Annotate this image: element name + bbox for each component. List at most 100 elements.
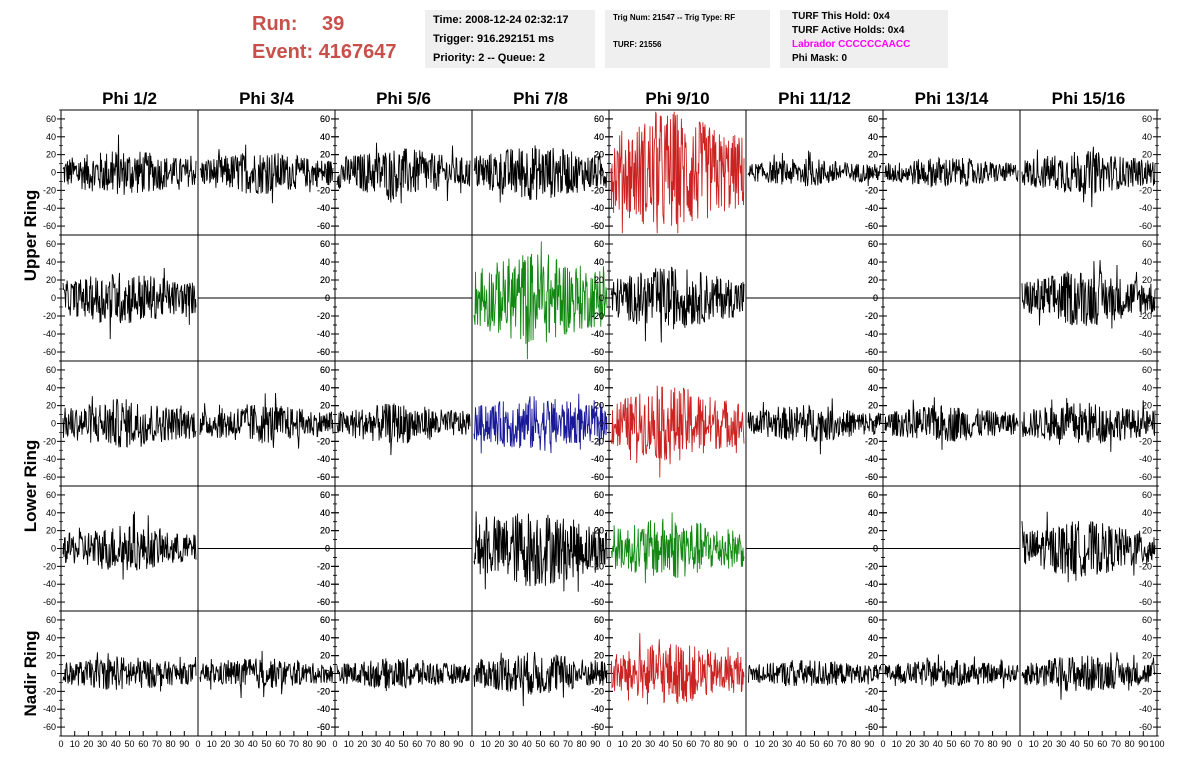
x-tick-label: 20 [494,739,504,749]
y-tick-label: 20 [320,651,330,661]
y-tick-label: 20 [320,275,330,285]
time-info-box: Time: 2008-12-24 02:32:17 Trigger: 916.2… [425,10,595,68]
y-tick-label: -60 [43,722,56,732]
y-tick-label: -20 [1139,311,1152,321]
ring-label: Nadir Ring [21,631,40,717]
x-tick-label: 70 [563,739,573,749]
y-tick-label: -20 [317,185,330,195]
x-tick-label: 50 [124,739,134,749]
x-tick-label: 100 [1149,739,1164,749]
y-tick-label: -60 [317,347,330,357]
y-tick-label: 20 [46,651,56,661]
y-tick-label: -20 [1139,185,1152,195]
x-tick-label: 80 [440,739,450,749]
y-tick-label: 60 [868,239,878,249]
x-tick-label: 60 [549,739,559,749]
ring-label: Upper Ring [21,190,40,282]
y-tick-label: 60 [1142,239,1152,249]
x-tick-label: 40 [796,739,806,749]
y-tick-label: 0 [599,544,604,554]
y-tick-label: -60 [317,472,330,482]
x-tick-label: 40 [659,739,669,749]
y-tick-label: -40 [591,454,604,464]
y-tick-label: -20 [865,185,878,195]
waveform-trace [473,241,608,360]
y-tick-label: 60 [594,615,604,625]
x-tick-label: 30 [919,739,929,749]
y-tick-label: -40 [1139,454,1152,464]
x-tick-label: 70 [700,739,710,749]
x-tick-label: 30 [508,739,518,749]
y-tick-label: 40 [868,132,878,142]
waveform-trace [884,156,1019,188]
y-tick-label: -40 [591,329,604,339]
y-tick-label: -20 [591,185,604,195]
y-tick-label: 40 [320,633,330,643]
waveform-trace [62,511,197,580]
x-tick-label: 70 [1111,739,1121,749]
y-tick-label: -20 [865,185,878,195]
y-tick-label: 40 [46,508,56,518]
x-tick-label: 80 [988,739,998,749]
y-tick-label: -60 [317,347,330,357]
y-tick-label: 60 [320,239,330,249]
waveform-trace [1021,398,1156,452]
x-tick-label: 60 [275,739,285,749]
y-tick-label: 60 [1142,365,1152,375]
y-tick-label: -20 [1139,561,1152,571]
y-tick-label: -20 [591,311,604,321]
y-tick-label: -40 [1139,203,1152,213]
y-tick-label: -40 [317,454,330,464]
y-tick-label: -20 [317,185,330,195]
waveform-trace [473,511,608,592]
y-tick-label: 40 [320,257,330,267]
waveform-trace [610,385,745,478]
y-tick-label: -60 [591,472,604,482]
y-tick-label: -20 [317,436,330,446]
x-tick-label: 10 [70,739,80,749]
y-tick-label: 20 [1142,401,1152,411]
y-tick-label: 0 [325,168,330,178]
y-tick-label: 40 [594,383,604,393]
y-tick-label: 40 [594,132,604,142]
y-tick-label: 60 [320,114,330,124]
x-tick-label: 0 [743,739,748,749]
y-tick-label: -40 [865,579,878,589]
waveform-trace [62,134,197,195]
y-tick-label: -60 [865,472,878,482]
y-tick-label: 20 [320,526,330,536]
column-header: Phi 11/12 [778,89,851,108]
x-tick-label: 70 [289,739,299,749]
column-header: Phi 7/8 [513,89,568,108]
y-tick-label: -20 [591,561,604,571]
panel-frame [60,485,199,612]
y-tick-label: 40 [320,383,330,393]
x-tick-label: 30 [645,739,655,749]
x-tick-label: 0 [469,739,474,749]
waveform-trace [611,512,745,584]
y-tick-label: 0 [325,669,330,679]
y-tick-label: 60 [320,239,330,249]
y-tick-label: -20 [317,686,330,696]
x-tick-label: 80 [303,739,313,749]
y-tick-label: -60 [865,597,878,607]
y-tick-label: 0 [873,544,878,554]
y-tick-label: 60 [46,490,56,500]
column-header: Phi 9/10 [645,89,709,108]
x-tick-label: 90 [179,739,189,749]
y-tick-label: 0 [51,669,56,679]
y-tick-label: -60 [1139,597,1152,607]
waveform-trace [473,145,608,203]
waveform-trace [62,396,197,448]
x-tick-label: 10 [892,739,902,749]
y-tick-label: 40 [868,383,878,393]
y-tick-label: -60 [1139,347,1152,357]
y-tick-label: 40 [868,132,878,142]
x-tick-label: 70 [426,739,436,749]
y-tick-label: 20 [594,275,604,285]
y-tick-label: -60 [865,472,878,482]
y-tick-label: 40 [868,383,878,393]
x-tick-label: 60 [823,739,833,749]
y-tick-label: 20 [320,401,330,411]
y-tick-label: -60 [591,347,604,357]
